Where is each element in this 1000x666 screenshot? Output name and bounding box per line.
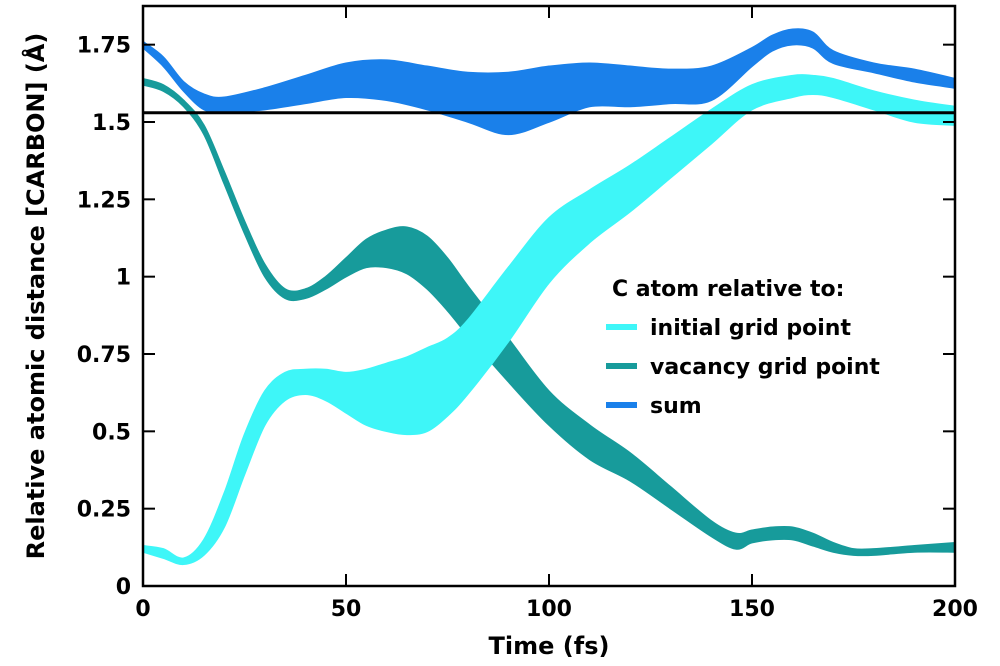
y-tick-label-5: 1.25 bbox=[77, 188, 131, 213]
y-tick-label-1: 0.25 bbox=[77, 498, 131, 523]
series-band-initial-grid-point bbox=[143, 74, 955, 566]
legend-title: C atom relative to: bbox=[612, 277, 844, 302]
legend-label-vacancy-grid-point: vacancy grid point bbox=[650, 355, 880, 380]
y-tick-label-0: 0 bbox=[116, 575, 131, 600]
legend: C atom relative to: initial grid point v… bbox=[606, 277, 880, 419]
x-tick-label-1: 50 bbox=[331, 597, 362, 622]
x-tick-label-0: 0 bbox=[135, 597, 150, 622]
series-band-sum bbox=[143, 28, 955, 136]
y-tick-label-6: 1.5 bbox=[92, 111, 131, 136]
x-tick-label-4: 200 bbox=[932, 597, 978, 622]
y-axis-label: Relative atomic distance [CARBON] (Å) bbox=[21, 33, 50, 560]
y-tick-label-4: 1 bbox=[116, 266, 131, 291]
tick-layer: 0 50 100 150 200 0 0.25 0.5 0.75 1 1.25 1.5 1.75 bbox=[77, 6, 978, 622]
y-tick-label-2: 0.5 bbox=[92, 420, 131, 445]
y-tick-label-3: 0.75 bbox=[77, 343, 131, 368]
series-layer bbox=[143, 28, 955, 566]
x-axis-label: Time (fs) bbox=[489, 632, 610, 660]
x-tick-label-2: 100 bbox=[526, 597, 572, 622]
series-band-vacancy-grid-point bbox=[143, 77, 955, 557]
y-tick-label-7: 1.75 bbox=[77, 34, 131, 59]
legend-label-sum: sum bbox=[650, 394, 702, 419]
legend-label-initial-grid-point: initial grid point bbox=[650, 316, 851, 341]
x-tick-label-3: 150 bbox=[729, 597, 775, 622]
